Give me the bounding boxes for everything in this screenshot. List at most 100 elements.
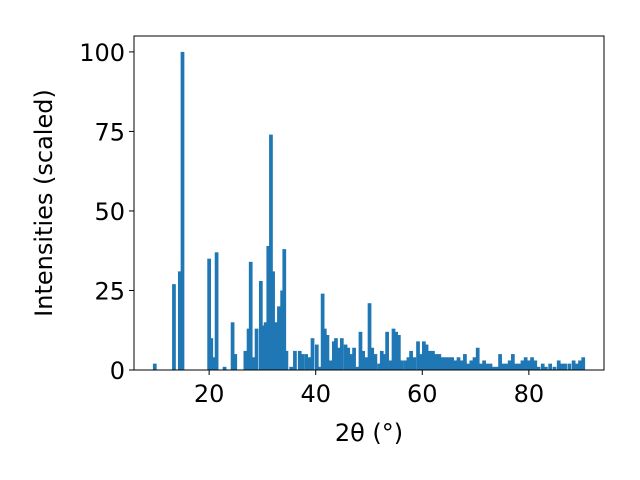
bar bbox=[370, 347, 375, 370]
bar bbox=[485, 363, 490, 370]
bar bbox=[431, 350, 435, 370]
bar bbox=[266, 245, 271, 370]
x-axis-label: 2θ (°) bbox=[335, 419, 403, 447]
bar bbox=[403, 360, 408, 370]
bar bbox=[527, 360, 531, 370]
bar bbox=[258, 280, 263, 370]
bar bbox=[475, 347, 480, 370]
bar bbox=[280, 290, 285, 370]
bar bbox=[322, 328, 327, 370]
bar bbox=[556, 360, 561, 370]
bar bbox=[346, 347, 351, 370]
bar bbox=[277, 306, 281, 370]
bar bbox=[443, 357, 448, 370]
bar bbox=[310, 338, 315, 370]
bar bbox=[254, 328, 259, 370]
bar bbox=[314, 344, 319, 370]
y-tick-label: 75 bbox=[94, 118, 125, 146]
bar bbox=[552, 366, 557, 370]
bar bbox=[472, 357, 477, 370]
bar bbox=[388, 360, 393, 370]
bar bbox=[361, 350, 365, 370]
bar bbox=[440, 357, 445, 370]
bar bbox=[482, 360, 486, 370]
bar bbox=[304, 354, 308, 370]
bar bbox=[233, 354, 238, 370]
bar bbox=[459, 360, 464, 370]
bar bbox=[320, 293, 325, 370]
bar bbox=[172, 284, 176, 370]
bar bbox=[274, 322, 279, 370]
bar bbox=[427, 350, 432, 370]
bar bbox=[514, 363, 518, 370]
bar bbox=[416, 341, 420, 370]
bar bbox=[447, 357, 451, 370]
bar bbox=[349, 354, 353, 370]
bar bbox=[246, 328, 251, 370]
bar bbox=[230, 322, 235, 370]
bar bbox=[567, 363, 572, 370]
bar-series bbox=[152, 51, 586, 371]
bar bbox=[533, 360, 538, 370]
bar bbox=[469, 360, 474, 370]
bar bbox=[560, 363, 564, 370]
y-axis-label: Intensities (scaled) bbox=[30, 89, 58, 317]
bar bbox=[352, 347, 356, 370]
bar bbox=[331, 341, 336, 370]
bar bbox=[318, 366, 322, 370]
bar bbox=[563, 363, 567, 370]
bar bbox=[261, 325, 266, 370]
bar bbox=[207, 258, 211, 370]
bar bbox=[456, 357, 461, 370]
bar bbox=[289, 366, 294, 370]
bar bbox=[581, 357, 586, 370]
bar bbox=[434, 354, 439, 370]
bar bbox=[422, 341, 426, 370]
bar bbox=[382, 354, 387, 370]
bar bbox=[209, 338, 214, 370]
bar bbox=[453, 360, 458, 370]
bar bbox=[385, 331, 389, 370]
bar bbox=[450, 357, 454, 370]
bar bbox=[466, 363, 470, 370]
y-tick-label: 50 bbox=[94, 198, 125, 226]
bar bbox=[282, 249, 287, 370]
bar bbox=[488, 363, 493, 370]
bar bbox=[367, 303, 372, 370]
bar bbox=[406, 357, 411, 370]
bar bbox=[391, 328, 396, 370]
bar bbox=[328, 360, 333, 370]
bar bbox=[418, 354, 423, 370]
x-tick-label: 60 bbox=[407, 380, 438, 408]
bar bbox=[177, 271, 182, 370]
bar bbox=[243, 350, 248, 370]
bar bbox=[495, 366, 499, 370]
y-tick-label: 100 bbox=[79, 39, 125, 67]
bar bbox=[297, 350, 302, 370]
bar bbox=[325, 335, 330, 370]
x-axis-ticks: 20 40 60 80 bbox=[194, 370, 544, 408]
bar bbox=[248, 261, 253, 370]
bar bbox=[412, 357, 417, 370]
bar bbox=[544, 366, 548, 370]
bar bbox=[252, 357, 256, 370]
bar bbox=[571, 360, 576, 370]
x-tick-label: 20 bbox=[194, 380, 225, 408]
bar bbox=[284, 350, 289, 370]
bar bbox=[373, 354, 378, 370]
bar bbox=[501, 363, 506, 370]
bar bbox=[343, 344, 348, 370]
bar bbox=[504, 363, 509, 370]
bar bbox=[511, 354, 515, 370]
bar bbox=[536, 366, 541, 370]
bar bbox=[394, 331, 399, 370]
y-tick-label: 0 bbox=[110, 357, 125, 385]
y-tick-label: 25 bbox=[94, 277, 125, 305]
bar bbox=[523, 357, 528, 370]
bar bbox=[517, 363, 522, 370]
bar bbox=[300, 354, 305, 370]
bar bbox=[507, 360, 512, 370]
bar bbox=[334, 338, 338, 370]
bar bbox=[409, 350, 413, 370]
bar bbox=[307, 357, 312, 370]
